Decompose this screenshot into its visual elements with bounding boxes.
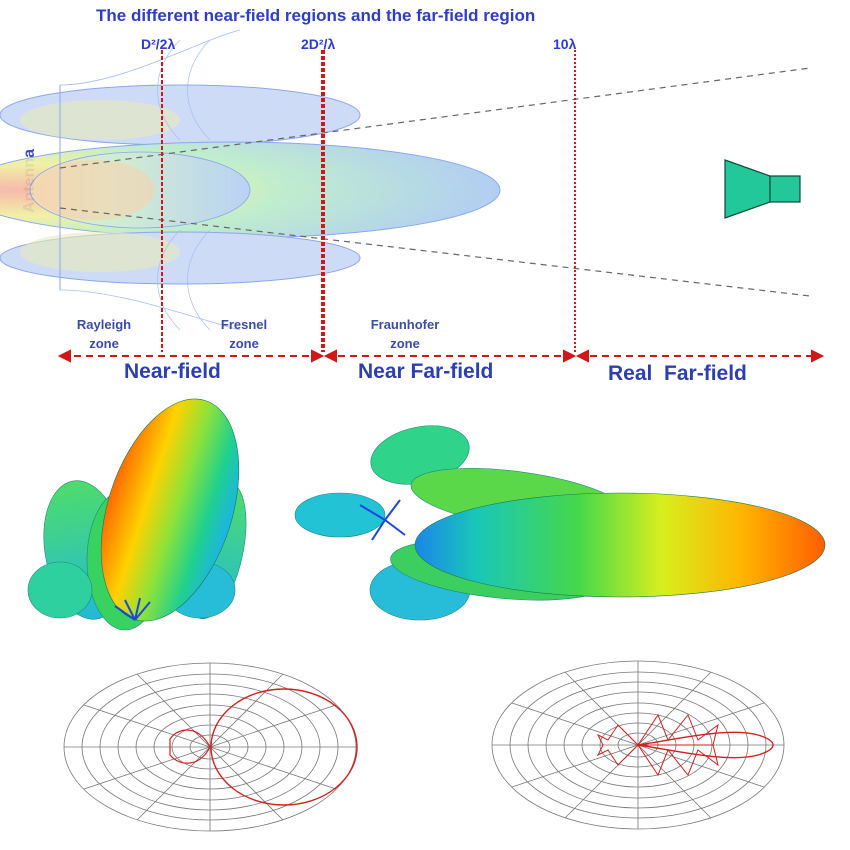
polar-plot-icon [63, 662, 358, 832]
boundary-label-fresnel: 2D²/λ [301, 36, 336, 52]
zone-label-rayleigh: Rayleigh zone [76, 317, 132, 351]
radiation-pattern-3d-icon [27, 398, 247, 631]
region-label-near-far-field: Near Far-field [358, 360, 494, 383]
zone-label-fraunhofer: Fraunhofer zone [370, 317, 440, 351]
boundary-label-rayleigh: D²/2λ [141, 36, 176, 52]
zone-label-fresnel: Fresnel zone [220, 317, 268, 351]
region-label-near-field: Near-field [124, 360, 221, 383]
radiation-pattern-3d-icon [294, 425, 826, 621]
beam-edges [59, 67, 811, 297]
region-label-real-far-field: Real Far-field [608, 362, 747, 385]
field-lobes [0, 29, 501, 331]
horn-antenna-icon [724, 159, 801, 219]
polar-plot-icon [491, 660, 785, 830]
region-arrows [57, 349, 825, 363]
boundary-label-far: 10λ [553, 36, 577, 52]
diagram-title: The different near-field regions and the… [96, 6, 536, 25]
boundary-lines [161, 50, 576, 352]
